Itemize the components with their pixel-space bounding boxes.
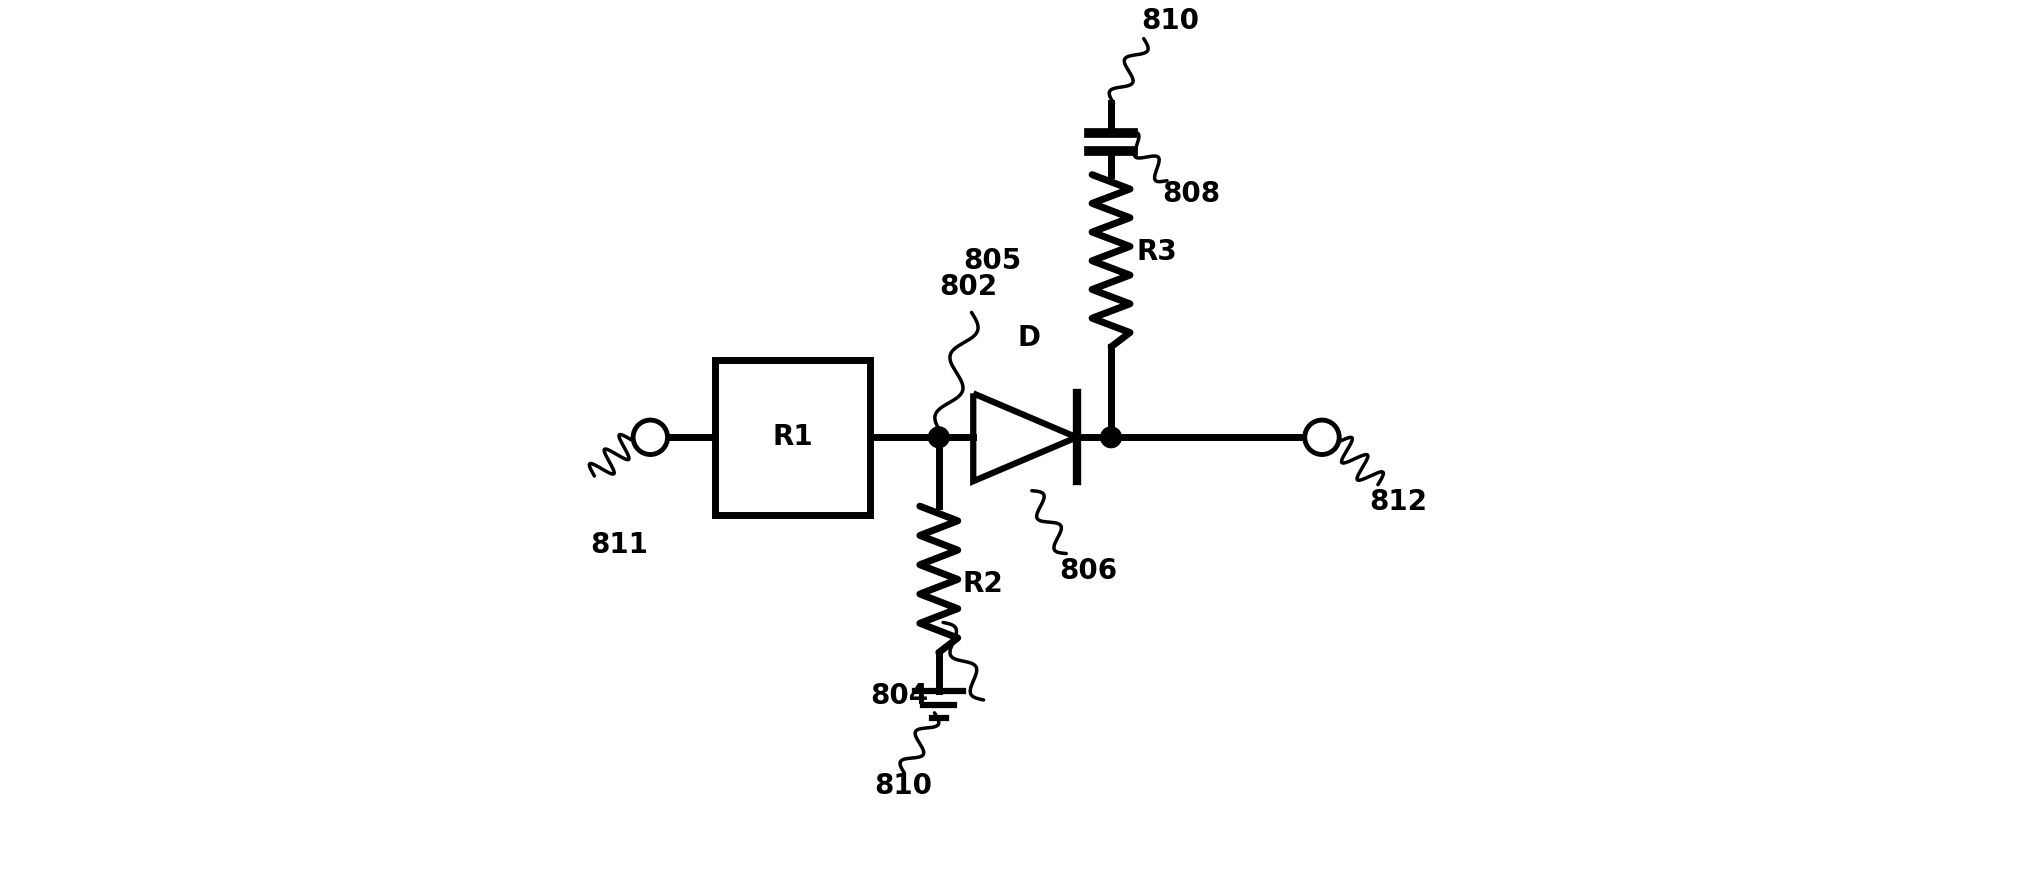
Text: R2: R2 [963,569,1003,597]
Text: 805: 805 [963,247,1022,275]
Text: 804: 804 [870,682,929,710]
Text: D: D [1018,324,1040,352]
Text: 810: 810 [1141,7,1198,36]
Text: 811: 811 [591,531,647,559]
Circle shape [1305,420,1339,454]
Text: R3: R3 [1137,238,1177,266]
Text: R1: R1 [771,423,813,452]
Circle shape [633,420,668,454]
FancyBboxPatch shape [714,360,870,514]
Text: 802: 802 [939,273,997,301]
Text: 806: 806 [1058,556,1117,585]
Circle shape [1101,427,1121,447]
Circle shape [929,427,949,447]
Text: 812: 812 [1370,487,1426,516]
Text: 808: 808 [1161,180,1220,208]
Text: 810: 810 [874,772,933,800]
